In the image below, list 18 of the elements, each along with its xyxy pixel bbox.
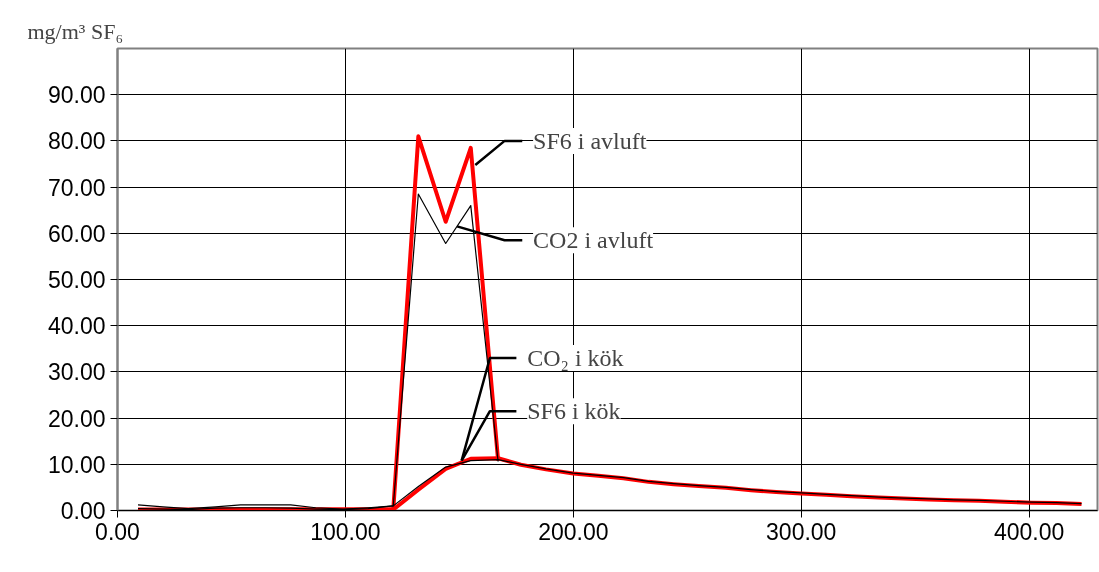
- y-tick-label: 70.00: [47, 174, 106, 201]
- y-tick-label: 30.00: [47, 359, 106, 386]
- y-tick-label: 80.00: [47, 128, 106, 155]
- x-tick-label: 200.00: [538, 518, 609, 545]
- y-tick-label: 90.00: [47, 82, 106, 109]
- annotation: SF6 i kök: [527, 398, 621, 425]
- y-tick-label: 10.00: [47, 451, 106, 478]
- y-tick-label: 60.00: [47, 220, 106, 247]
- annotation: CO₂ i kök: [527, 345, 624, 372]
- annotation: SF6 i avluft: [533, 127, 647, 154]
- y-tick-label: 50.00: [47, 267, 106, 293]
- annotation: CO2 i avluft: [533, 227, 654, 254]
- x-tick-label: 100.00: [310, 518, 381, 545]
- y-tick-label: 20.00: [47, 405, 106, 432]
- x-tick-label: 400.00: [993, 518, 1065, 545]
- y-tick-label: 40.00: [47, 313, 106, 340]
- y-axis-title: mg/m³ SF₆: [27, 18, 124, 44]
- x-tick-label: 300.00: [766, 518, 837, 545]
